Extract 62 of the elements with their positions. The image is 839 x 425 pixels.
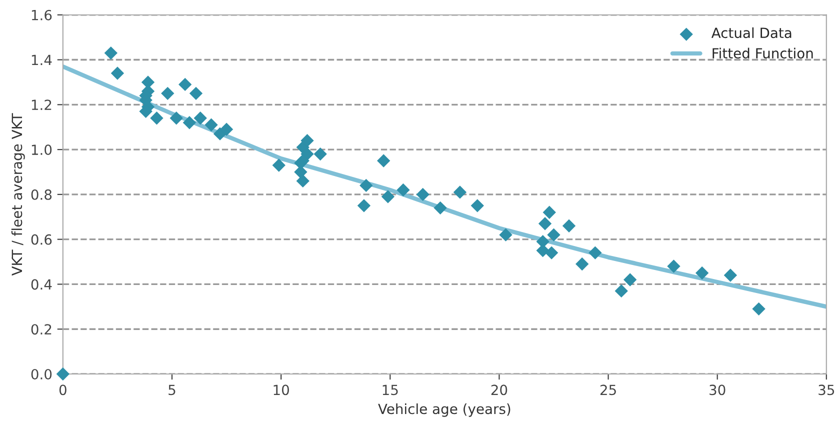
- point: [470, 199, 484, 212]
- point: [576, 257, 589, 271]
- point: [544, 246, 558, 260]
- y-axis-title: VKT / fleet average VKT: [11, 113, 25, 276]
- x-tick-label: 15: [382, 384, 398, 396]
- point: [547, 228, 560, 242]
- point: [667, 260, 680, 273]
- point: [296, 174, 310, 188]
- x-tick-label: 20: [491, 384, 508, 396]
- legend-label: Fitted Function: [712, 48, 813, 59]
- x-tick-label: 10: [274, 384, 289, 396]
- y-tick-label: 0.2: [31, 324, 52, 335]
- x-tick-label: 25: [600, 384, 616, 396]
- point: [434, 201, 447, 214]
- point: [56, 367, 70, 381]
- point: [161, 86, 174, 100]
- point: [562, 219, 576, 232]
- point: [178, 78, 192, 92]
- y-tick-label: 0.6: [31, 234, 52, 245]
- x-axis-title: Vehicle age (years): [378, 403, 510, 417]
- y-tick-label: 1.2: [32, 100, 52, 110]
- point: [453, 186, 467, 199]
- point: [189, 86, 203, 100]
- point: [357, 199, 371, 212]
- point: [624, 273, 637, 286]
- point: [204, 118, 218, 132]
- point: [377, 154, 390, 168]
- point: [170, 112, 183, 125]
- point: [104, 46, 118, 60]
- x-tick-label: 0: [59, 384, 66, 396]
- x-tick-label: 35: [818, 384, 834, 396]
- point: [588, 246, 602, 260]
- x-tick-label: 30: [710, 384, 726, 396]
- point: [194, 112, 207, 125]
- point: [695, 266, 709, 280]
- point: [296, 154, 310, 168]
- point: [381, 190, 395, 204]
- line-series: [62, 64, 826, 309]
- point: [314, 147, 327, 161]
- point: [220, 122, 234, 136]
- point: [416, 188, 430, 202]
- y-tick-label: 1.0: [32, 144, 52, 156]
- point: [542, 206, 556, 219]
- legend-label: Actual Data: [711, 27, 792, 38]
- point: [396, 183, 410, 197]
- y-tick-label: 1.4: [32, 54, 52, 66]
- point: [614, 284, 628, 298]
- point: [499, 228, 512, 242]
- point: [300, 134, 314, 148]
- point: [182, 116, 196, 130]
- y-tick-label: 0.8: [31, 189, 52, 200]
- point: [110, 66, 124, 80]
- point: [150, 112, 164, 125]
- point: [752, 302, 766, 316]
- x-tick-label: 5: [168, 384, 176, 396]
- point: [360, 178, 373, 192]
- y-tick-label: 1.6: [32, 10, 52, 20]
- y-tick-label: 0.0: [31, 368, 52, 380]
- point: [272, 158, 286, 172]
- point: [724, 268, 738, 282]
- y-tick-label: 0.4: [31, 279, 52, 290]
- point: [538, 217, 552, 230]
